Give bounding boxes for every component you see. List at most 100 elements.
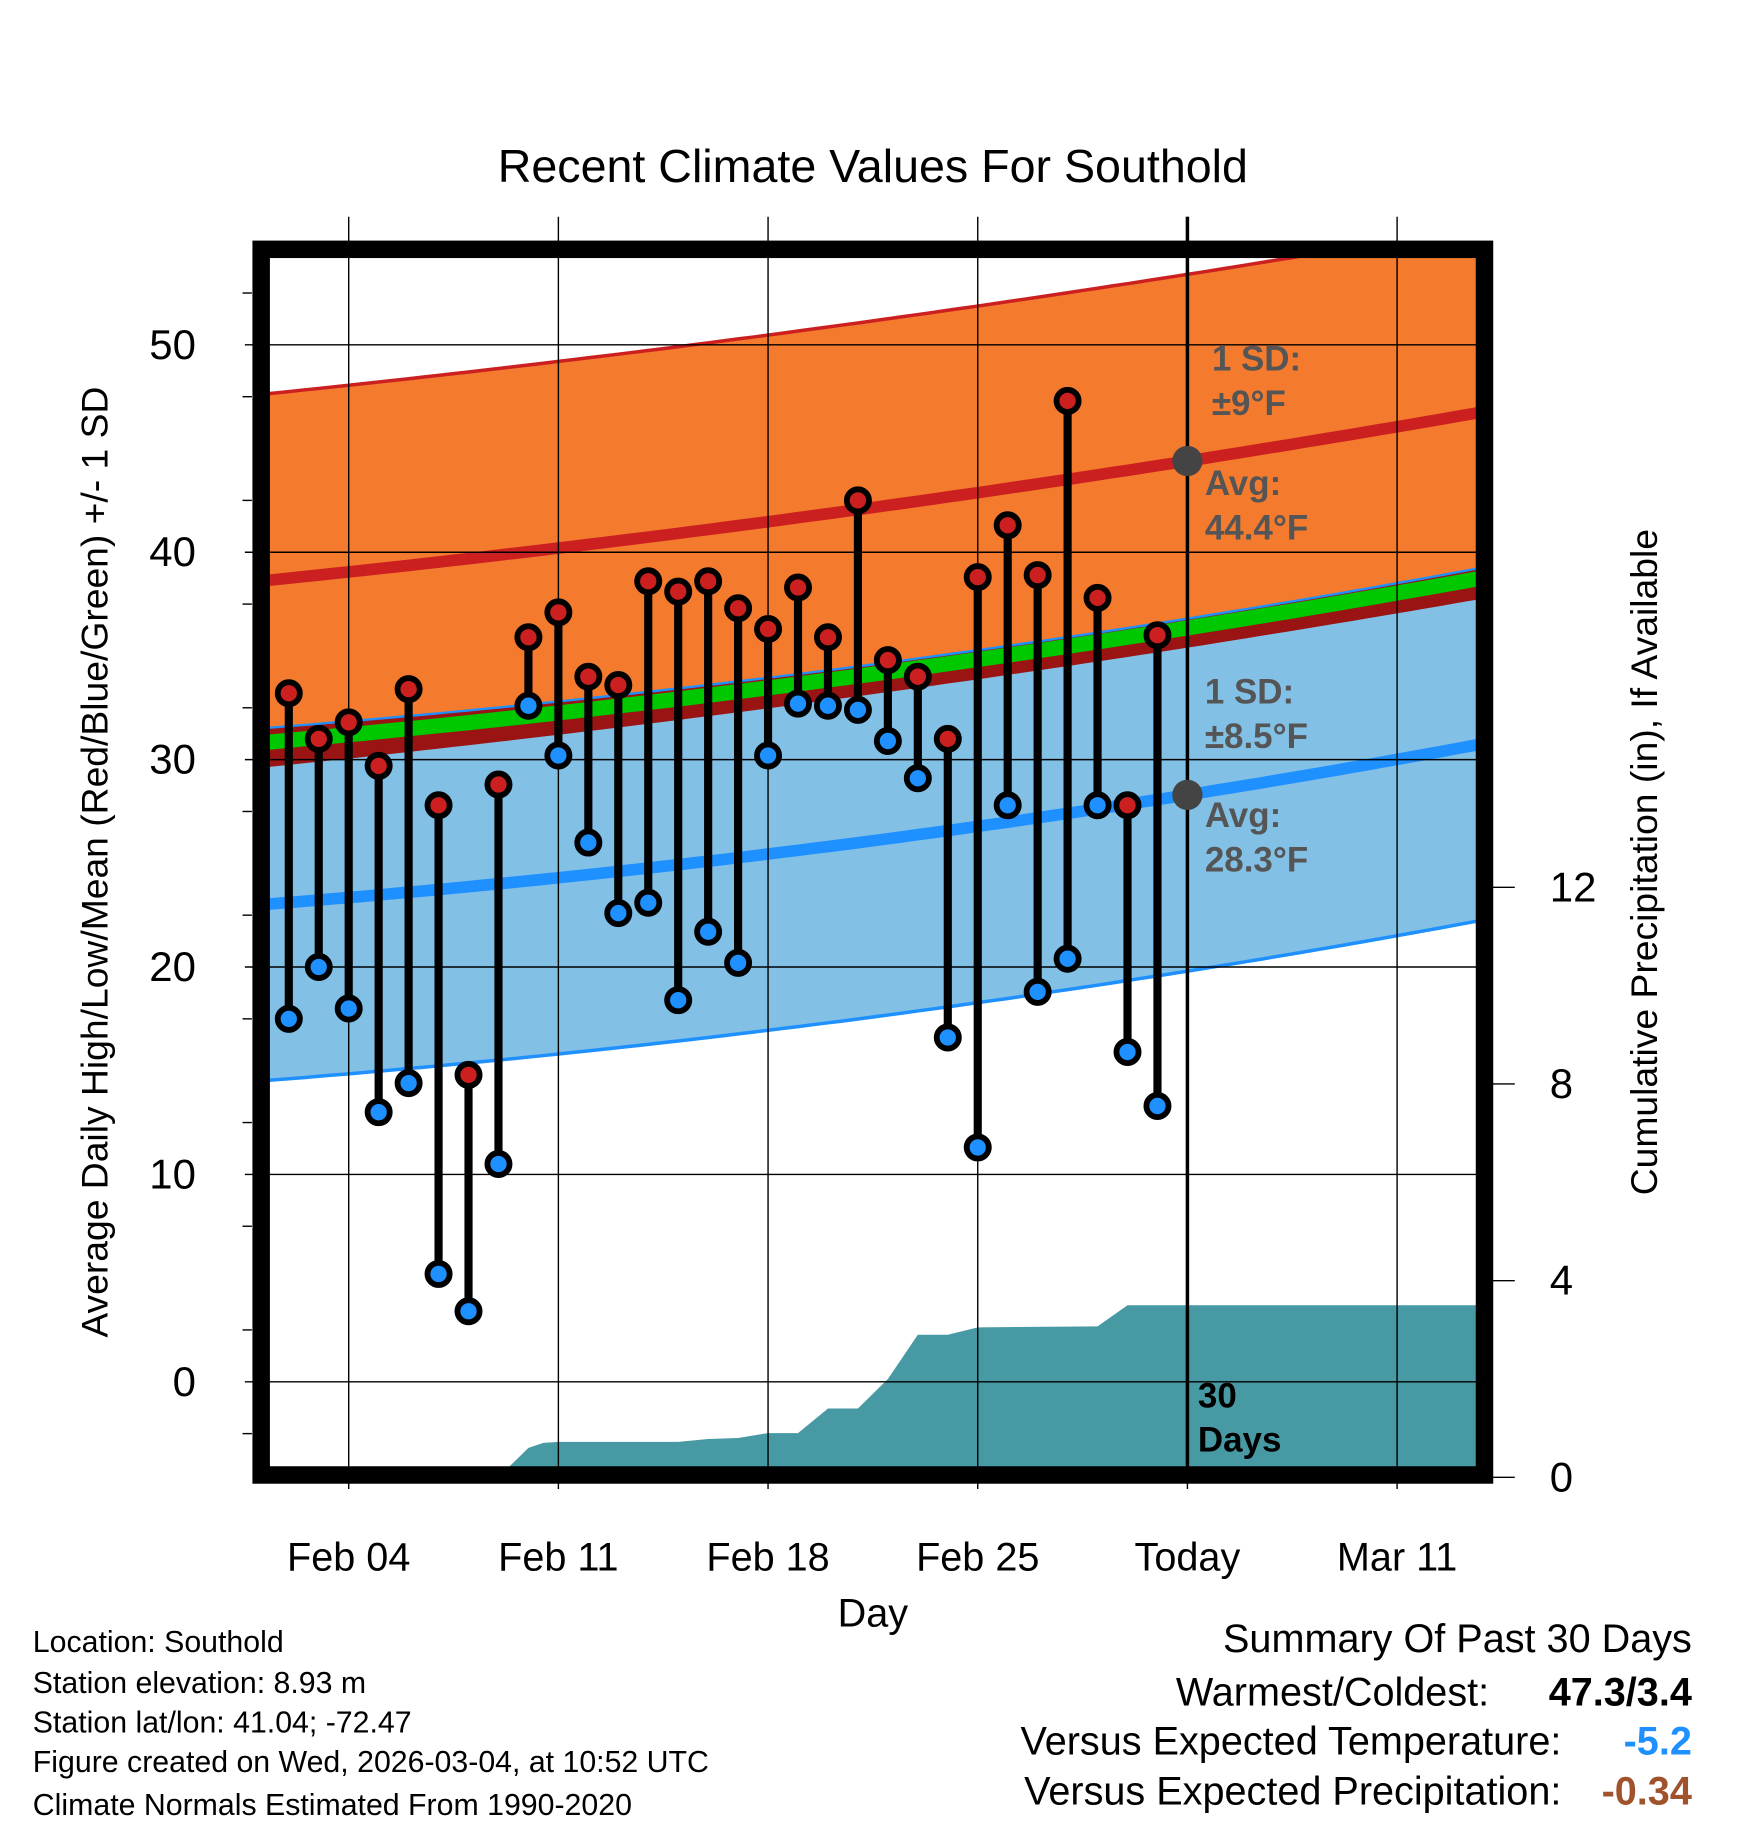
low-avg-label: 28.3°F (1205, 840, 1308, 879)
y-axis-right-label: Cumulative Precipitation (in), If Availa… (1623, 529, 1665, 1195)
low-point (454, 1297, 483, 1326)
summary-value: 47.3/3.4 (1549, 1671, 1692, 1715)
low-point (1083, 791, 1112, 820)
high-point (664, 577, 693, 606)
high-point (634, 567, 663, 596)
summary-value: -0.34 (1602, 1770, 1692, 1814)
high-avg-label: 44.4°F (1205, 508, 1308, 547)
high-point (514, 623, 543, 652)
low-point (1023, 977, 1052, 1006)
low-point (394, 1069, 423, 1098)
low-point (274, 1004, 303, 1033)
summary-label: Versus Expected Temperature: (1020, 1720, 1561, 1764)
low-sd-label: ±8.5°F (1205, 717, 1308, 756)
low-point (754, 741, 783, 770)
high-point (724, 594, 753, 623)
x-tick-label: Today (1135, 1536, 1241, 1580)
high-point (604, 670, 633, 699)
low-point (933, 1023, 962, 1052)
low-point (993, 791, 1022, 820)
low-avg-label: Avg: (1205, 796, 1281, 835)
high-upper-sd-line (268, 256, 1311, 396)
low-point (1113, 1038, 1142, 1067)
y-right-tick-label: 8 (1550, 1060, 1573, 1107)
low-point (634, 888, 663, 917)
high-point (1083, 583, 1112, 612)
high-point (334, 708, 363, 737)
low-point (334, 994, 363, 1023)
chart-title: Recent Climate Values For Southold (498, 140, 1248, 192)
footer-line: Location: Southold (33, 1626, 284, 1659)
avg-high-marker (1172, 445, 1203, 477)
low-point (784, 689, 812, 718)
avg-mean-line (268, 571, 1478, 750)
avg-high-line (268, 406, 1478, 587)
low-point (514, 691, 543, 720)
high-point (1023, 561, 1052, 590)
footer-line: Figure created on Wed, 2026-03-04, at 10… (33, 1746, 709, 1779)
low-point (574, 828, 603, 857)
low-point (544, 741, 573, 770)
low-upper-sd-line (268, 567, 1478, 729)
high-point (843, 486, 872, 515)
y-right-tick-label: 4 (1550, 1257, 1573, 1304)
high-point (544, 598, 573, 627)
low-point (963, 1133, 992, 1162)
x-tick-label: Feb 04 (287, 1536, 410, 1580)
high-point (993, 511, 1022, 540)
high-avg-label: Avg: (1205, 464, 1281, 503)
low-point (1143, 1091, 1172, 1120)
high-point (454, 1060, 483, 1089)
precip-area (507, 1305, 1478, 1468)
high-point (1113, 791, 1142, 820)
today-days-label: 30 (1198, 1376, 1237, 1415)
y-tick-label: 0 (173, 1358, 196, 1405)
avg-low-marker (1172, 779, 1203, 811)
low-point (1053, 944, 1082, 973)
high-point (574, 662, 603, 691)
low-point (664, 986, 693, 1015)
footer-line: Climate Normals Estimated From 1990-2020 (33, 1789, 632, 1822)
summary-panel: Summary Of Past 30 Days Warmest/Coldest:… (1020, 1617, 1691, 1814)
low-point (724, 948, 753, 977)
high-point (274, 679, 303, 708)
low-point (694, 917, 723, 946)
footer-info: Location: Southold Station elevation: 8.… (33, 1626, 709, 1822)
low-point (813, 691, 842, 720)
high-point (784, 573, 812, 602)
high-point (304, 724, 333, 753)
x-tick-label: Mar 11 (1337, 1536, 1457, 1580)
y-tick-label: 20 (149, 943, 196, 990)
low-sd-band (268, 568, 1478, 1081)
high-sd-label: ±9°F (1212, 384, 1286, 423)
high-sd-label: 1 SD: (1212, 339, 1301, 378)
x-axis-label: Day (838, 1591, 909, 1635)
y-right-tick-label: 0 (1550, 1453, 1573, 1500)
low-point (604, 899, 633, 928)
high-point (394, 675, 423, 704)
high-point (873, 646, 902, 675)
high-point (933, 724, 962, 753)
today-days-label: Days (1198, 1421, 1282, 1460)
low-point (424, 1259, 453, 1288)
high-point (424, 791, 453, 820)
low-point (903, 764, 932, 793)
y-right-tick-label: 12 (1550, 863, 1597, 910)
high-point (903, 662, 932, 691)
low-point (484, 1150, 513, 1179)
low-point (364, 1098, 393, 1127)
high-point (694, 567, 723, 596)
low-sd-label: 1 SD: (1205, 673, 1294, 712)
high-point (813, 623, 842, 652)
low-point (843, 695, 872, 724)
high-point (1143, 621, 1172, 650)
summary-value: -5.2 (1624, 1720, 1692, 1764)
high-point (963, 563, 992, 592)
x-tick-label: Feb 18 (706, 1536, 829, 1580)
y-tick-label: 30 (149, 736, 196, 783)
summary-label: Warmest/Coldest: (1176, 1671, 1489, 1715)
x-tick-label: Feb 25 (916, 1536, 1039, 1580)
high-point (364, 751, 393, 780)
y-axis-label: Average Daily High/Low/Mean (Red/Blue/Gr… (73, 387, 115, 1338)
